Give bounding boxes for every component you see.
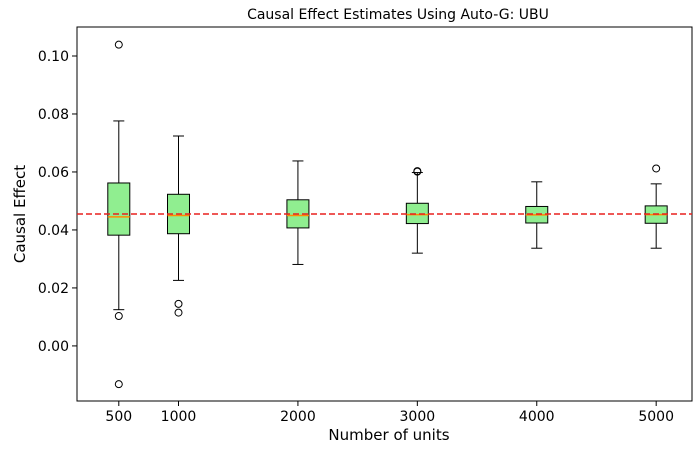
chart-title: Causal Effect Estimates Using Auto-G: UB…: [247, 7, 549, 23]
outlier-point: [174, 308, 183, 317]
y-tick-label: 0.00: [38, 339, 69, 355]
outlier-point: [652, 164, 661, 173]
box: [107, 182, 131, 236]
x-tick-label: 2000: [280, 409, 316, 425]
y-tick-label: 0.10: [38, 49, 69, 65]
x-tick-label: 500: [105, 409, 132, 425]
outlier-point: [413, 167, 422, 176]
box: [405, 202, 429, 225]
y-tick-label: 0.08: [38, 107, 69, 123]
outlier-point: [114, 40, 123, 49]
y-tick-label: 0.06: [38, 165, 69, 181]
y-tick-label: 0.02: [38, 281, 69, 297]
outlier-point: [114, 312, 123, 321]
outlier-point: [114, 380, 123, 389]
outlier-point: [174, 299, 183, 308]
y-axis-label: Causal Effect: [11, 165, 29, 263]
y-tick-label: 0.04: [38, 223, 69, 239]
plot-area: 0.00 0.02 0.04 0.06 0.08 0.10 500 1000 2000 3000 4…: [38, 26, 693, 425]
x-tick-label: 3000: [400, 409, 436, 425]
x-tick-label: 1000: [161, 409, 197, 425]
x-axis-label: Number of units: [328, 426, 449, 444]
x-tick-label: 4000: [519, 409, 555, 425]
x-tick-label: 5000: [638, 409, 674, 425]
